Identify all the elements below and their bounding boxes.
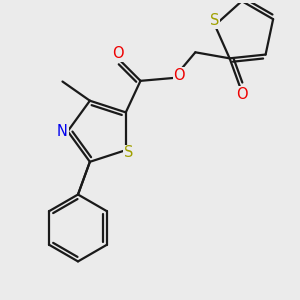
Text: O: O (236, 86, 248, 101)
Text: S: S (124, 145, 133, 160)
Text: O: O (112, 46, 124, 61)
Text: N: N (57, 124, 68, 139)
Text: O: O (173, 68, 185, 83)
Text: S: S (210, 13, 220, 28)
